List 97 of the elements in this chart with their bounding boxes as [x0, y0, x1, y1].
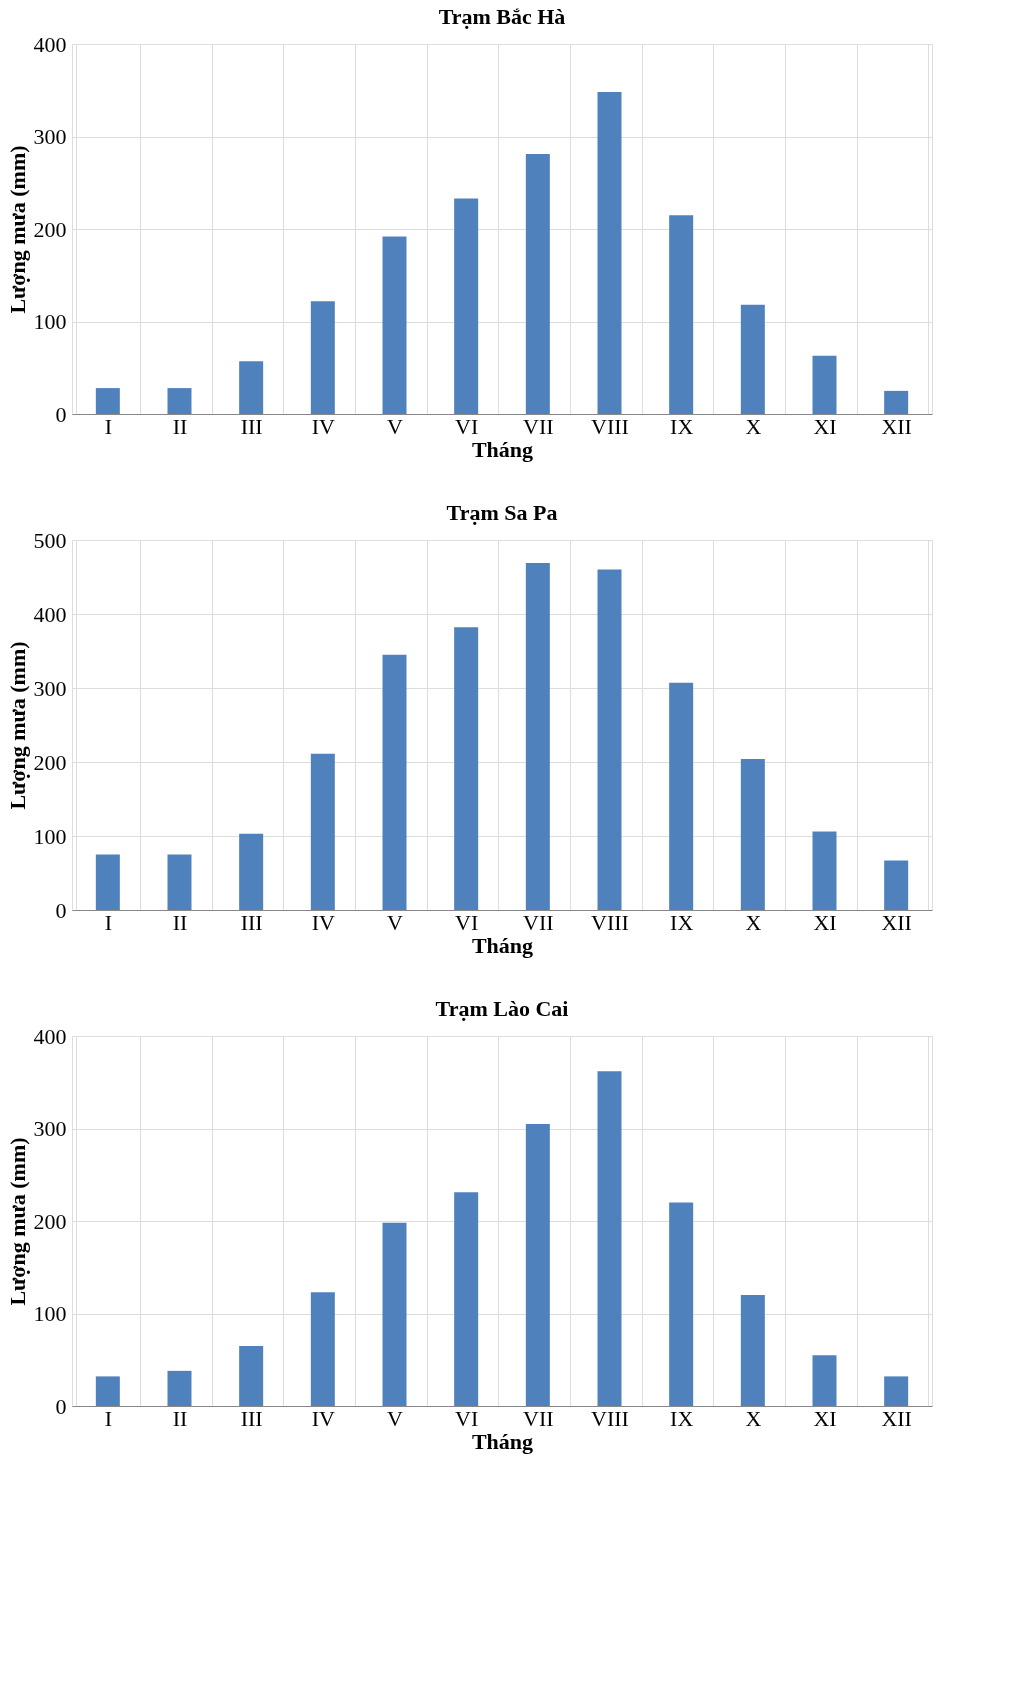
- x-tick-label: XI: [813, 1405, 837, 1431]
- bar: [95, 854, 120, 910]
- y-tick-label: 200: [33, 1208, 67, 1234]
- x-tick-label: VI: [455, 909, 479, 935]
- bar: [454, 1192, 479, 1406]
- x-tick-label: V: [387, 413, 404, 439]
- x-tick-label: X: [745, 413, 762, 439]
- y-tick-label: 400: [33, 1023, 67, 1049]
- x-tick-label: II: [172, 413, 188, 439]
- bar: [812, 1355, 837, 1406]
- bar: [167, 854, 192, 910]
- chart-title: Trạm Sa Pa: [446, 500, 558, 525]
- x-tick-label: III: [240, 413, 263, 439]
- bar: [239, 833, 264, 910]
- x-tick-label: IV: [311, 1405, 336, 1431]
- y-tick-label: 0: [55, 401, 67, 427]
- chart-title: Trạm Lào Cai: [435, 996, 569, 1021]
- y-tick-label: 100: [33, 823, 67, 849]
- bar: [597, 92, 622, 414]
- x-tick-label: XII: [881, 413, 912, 439]
- bar: [884, 1376, 909, 1406]
- bar: [740, 759, 765, 910]
- x-tick-label: VIII: [591, 909, 629, 935]
- x-tick-label: VII: [523, 909, 554, 935]
- y-axis-title: Lượng mưa (mm): [4, 145, 30, 314]
- y-axis-title: Lượng mưa (mm): [4, 1137, 30, 1306]
- y-tick-label: 0: [55, 1393, 67, 1419]
- bar: [167, 388, 192, 414]
- bar: [669, 1202, 694, 1406]
- x-tick-label: XII: [881, 1405, 912, 1431]
- y-tick-label: 400: [33, 601, 67, 627]
- bar: [239, 1345, 264, 1406]
- x-axis-title: Tháng: [471, 932, 534, 958]
- x-tick-label: II: [172, 909, 188, 935]
- bar: [884, 860, 909, 910]
- x-tick-label: IX: [670, 1405, 694, 1431]
- bar: [740, 1295, 765, 1406]
- bar: [382, 1222, 407, 1406]
- x-tick-label: I: [104, 413, 112, 439]
- x-tick-label: II: [172, 1405, 188, 1431]
- bar: [382, 654, 407, 910]
- x-tick-label: I: [104, 1405, 112, 1431]
- x-tick-label: VI: [455, 1405, 479, 1431]
- x-tick-label: V: [387, 909, 404, 935]
- chart-title: Trạm Bắc Hà: [438, 4, 566, 29]
- bar: [525, 562, 550, 910]
- x-tick-label: XI: [813, 909, 837, 935]
- bar: [669, 215, 694, 414]
- bar: [812, 831, 837, 910]
- bar: [597, 1071, 622, 1406]
- bar: [525, 154, 550, 414]
- bar: [239, 361, 264, 414]
- bar: [669, 682, 694, 910]
- x-tick-label: I: [104, 909, 112, 935]
- bar: [310, 301, 335, 414]
- x-tick-label: VII: [523, 1405, 554, 1431]
- bar: [167, 1370, 192, 1406]
- x-tick-label: IV: [311, 909, 336, 935]
- bar: [95, 1376, 120, 1406]
- bar: [310, 753, 335, 910]
- x-axis-title: Tháng: [471, 1428, 534, 1454]
- y-tick-label: 300: [33, 1116, 67, 1141]
- bar: [382, 236, 407, 414]
- x-tick-label: XI: [813, 413, 837, 439]
- y-tick-label: 100: [33, 1301, 67, 1326]
- x-tick-label: VII: [523, 413, 554, 439]
- bar: [454, 627, 479, 910]
- y-tick-label: 200: [33, 216, 67, 242]
- x-tick-label: VI: [455, 413, 479, 439]
- y-tick-label: 500: [33, 527, 67, 553]
- x-tick-label: VIII: [591, 413, 629, 439]
- bar: [454, 198, 479, 414]
- x-tick-label: III: [240, 909, 263, 935]
- x-tick-label: III: [240, 1405, 263, 1431]
- bar: [310, 1292, 335, 1406]
- y-tick-label: 0: [55, 897, 67, 923]
- y-tick-label: 300: [33, 124, 67, 149]
- x-tick-label: V: [387, 1405, 404, 1431]
- bar: [95, 388, 120, 414]
- y-axis-title: Lượng mưa (mm): [4, 641, 30, 810]
- x-tick-label: IV: [311, 413, 336, 439]
- bar: [597, 569, 622, 910]
- x-tick-label: X: [745, 1405, 762, 1431]
- y-tick-label: 200: [33, 749, 67, 775]
- bar: [812, 355, 837, 414]
- x-tick-label: VIII: [591, 1405, 629, 1431]
- x-tick-label: IX: [670, 413, 694, 439]
- bar: [525, 1123, 550, 1406]
- y-tick-label: 400: [33, 31, 67, 57]
- x-axis-title: Tháng: [471, 436, 534, 462]
- x-tick-label: X: [745, 909, 762, 935]
- y-tick-label: 100: [33, 309, 67, 334]
- bar: [884, 390, 909, 414]
- x-tick-label: XII: [881, 909, 912, 935]
- x-tick-label: IX: [670, 909, 694, 935]
- bar: [740, 304, 765, 414]
- y-tick-label: 300: [33, 675, 67, 701]
